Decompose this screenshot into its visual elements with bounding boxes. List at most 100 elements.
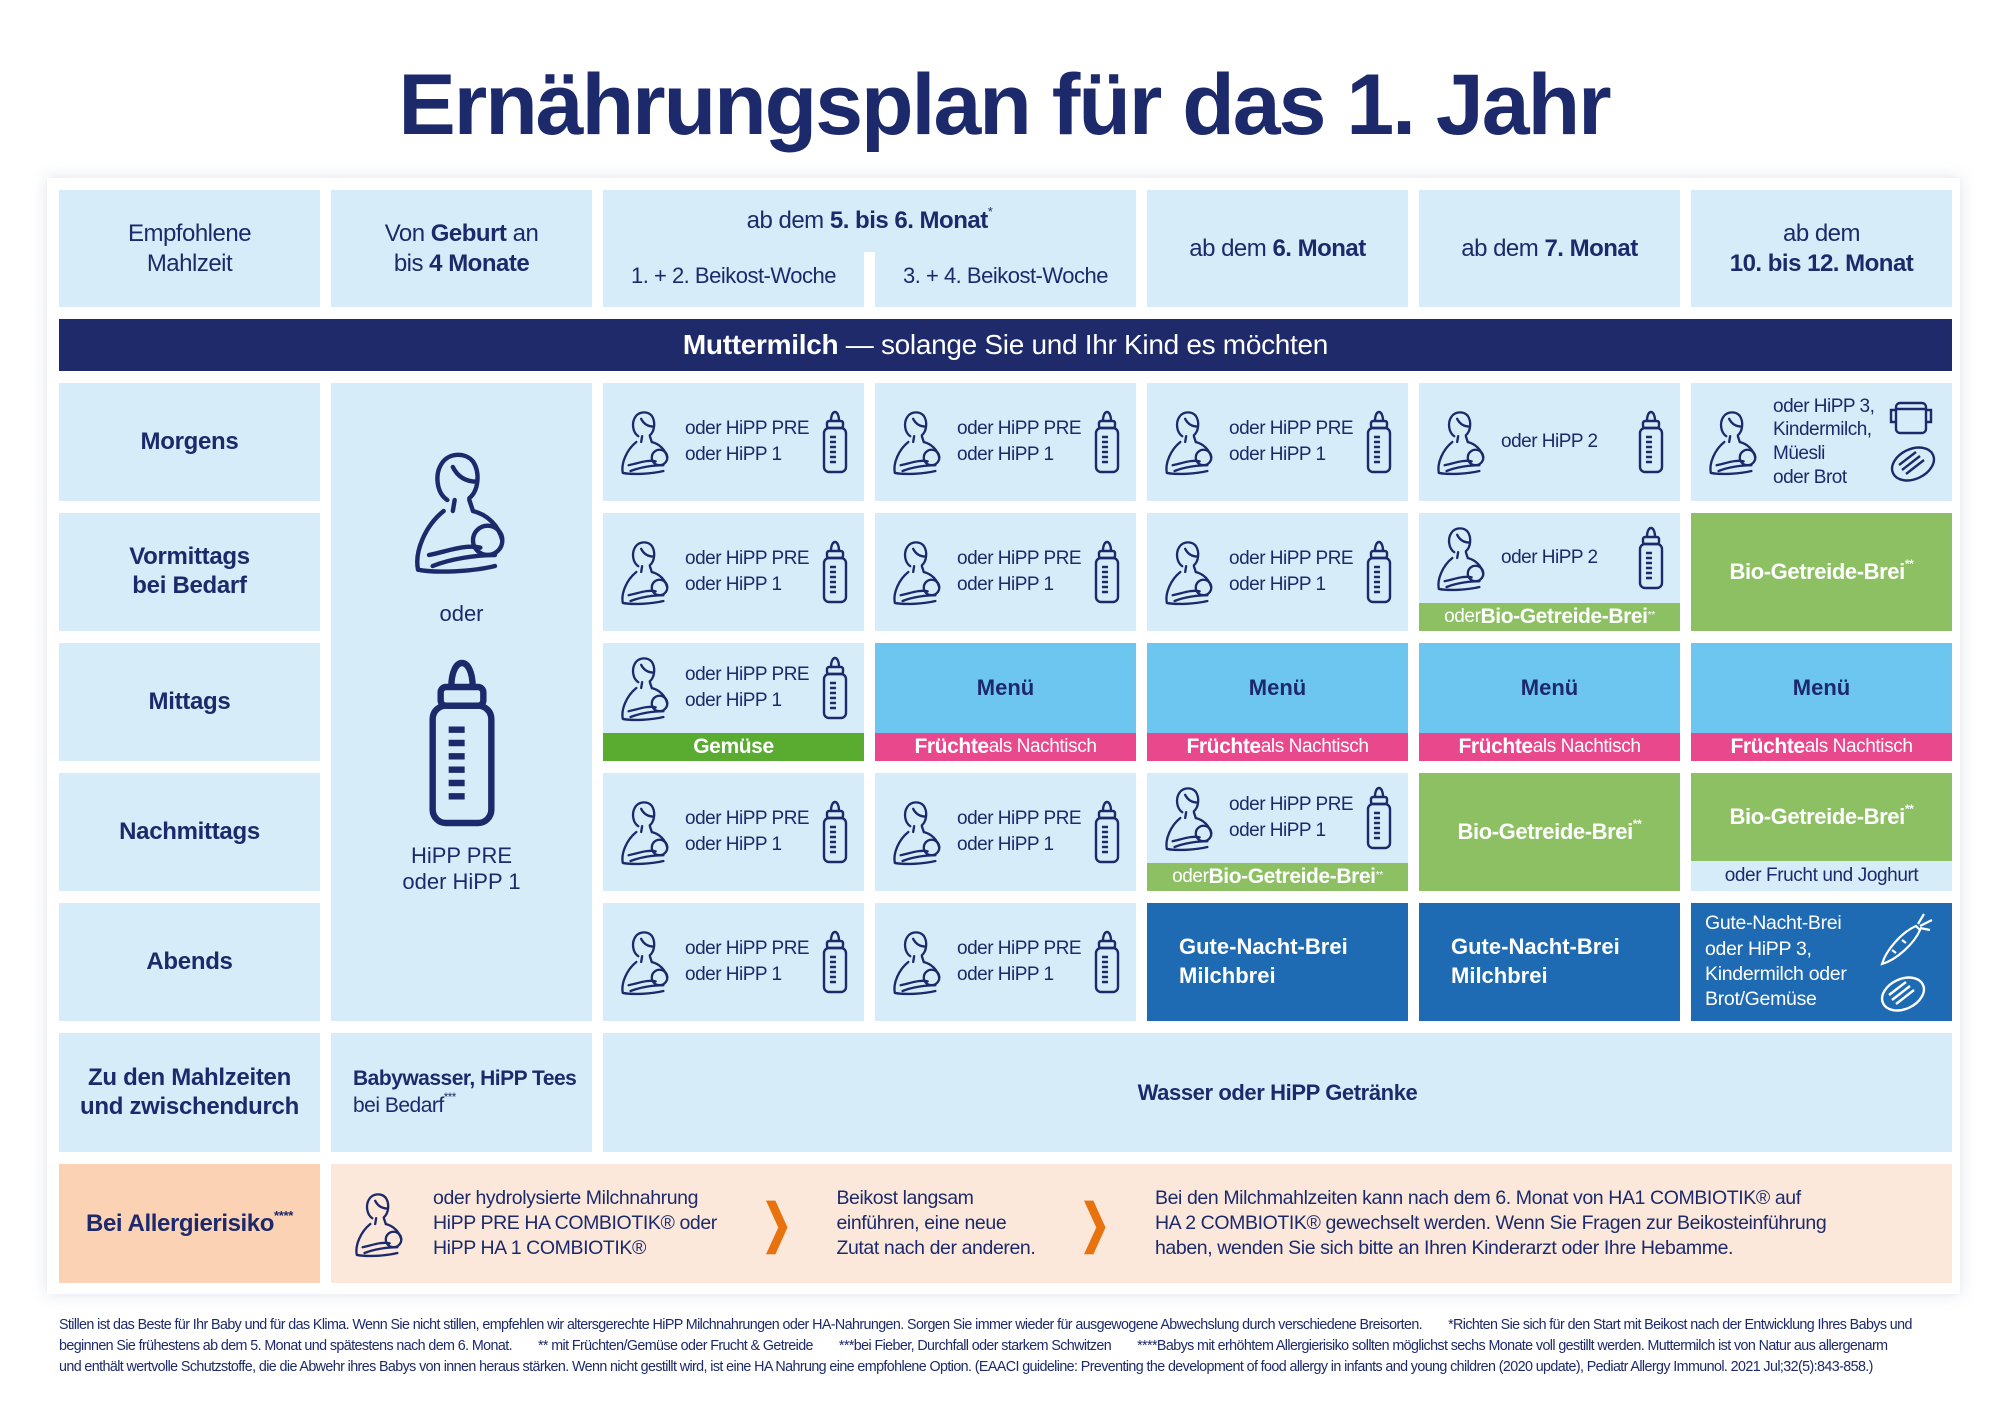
cell-morgens-m6: oder HiPP PRE oder HiPP 1 (1147, 383, 1408, 501)
cell-mittags-m10: Menü Früchte als Nachtisch (1691, 643, 1952, 761)
header-birth: Von Geburt an bis 4 Monate (331, 190, 592, 307)
baby-bottle-icon (820, 539, 850, 605)
cell-abends-m10: Gute-Nacht-Brei oder HiPP 3, Kindermilch… (1691, 903, 1952, 1021)
footnote-text: Stillen ist das Beste für Ihr Baby und f… (59, 1317, 1423, 1333)
mother-breastfeeding-icon (617, 653, 675, 723)
header-meal: Empfohlene Mahlzeit (59, 190, 320, 307)
bread-icon (1878, 974, 1938, 1014)
allergy-switch-text: Bei den Milchmahlzeiten kann nach dem 6.… (1154, 1187, 1827, 1259)
mother-breastfeeding-icon (1433, 407, 1491, 477)
mother-breastfeeding-icon (617, 797, 675, 867)
header-month-6: ab dem 6. Monat (1147, 190, 1408, 307)
cell-babywasser: Babywasser, HiPP Tees bei Bedarf*** (331, 1033, 592, 1152)
cell-morgens-w12: oder HiPP PRE oder HiPP 1 (603, 383, 864, 501)
mother-breastfeeding-icon (1161, 407, 1219, 477)
bread-icon (1888, 444, 1938, 484)
baby-bottle-icon (820, 409, 850, 475)
mother-breastfeeding-icon (1433, 523, 1491, 593)
cell-mittags-w12: oder HiPP PRE oder HiPP 1 Gemüse (603, 643, 864, 761)
carrot-icon (1878, 910, 1938, 968)
footnote-text: und enthält wertvolle Schutzstoffe, die … (59, 1359, 1873, 1375)
baby-bottle-icon (1092, 799, 1122, 865)
cell-wasser: Wasser oder HiPP Getränke (603, 1033, 1952, 1152)
chevron-right-icon: ❯ (761, 1194, 792, 1253)
cereal-strip: oder Bio-Getreide-Brei ** (1419, 603, 1680, 631)
baby-bottle-icon (1636, 525, 1666, 591)
footnote-text: ****Babys mit erhöhtem Allergierisiko so… (1137, 1338, 1888, 1354)
cell-morgens-m10: oder HiPP 3, Kindermilch, Müesli oder Br… (1691, 383, 1952, 501)
footnote-text: ***bei Fieber, Durchfall oder starkem Sc… (838, 1338, 1112, 1354)
birth-column: oder HiPP PRE oder HiPP 1 (331, 383, 592, 1021)
header-meal-label: Empfohlene Mahlzeit (127, 219, 252, 277)
footnote-text: ** mit Früchten/Gemüse oder Frucht & Get… (537, 1338, 814, 1354)
header-week-3-4: 3. + 4. Beikost-Woche (875, 252, 1136, 307)
fruit-dessert-strip: Früchte als Nachtisch (1419, 733, 1680, 761)
cell-abends-m7: Gute-Nacht-Brei Milchbrei (1419, 903, 1680, 1021)
mother-breastfeeding-icon (889, 537, 947, 607)
footnote-text: *Richten Sie sich für den Start mit Beik… (1448, 1317, 1912, 1333)
mother-breastfeeding-icon (351, 1189, 409, 1259)
cell-abends-w12: oder HiPP PRE oder HiPP 1 (603, 903, 864, 1021)
page-title: Ernährungsplan für das 1. Jahr (398, 57, 1611, 153)
birth-oder: oder (439, 601, 484, 626)
fruit-dessert-strip: Früchte als Nachtisch (1147, 733, 1408, 761)
cereal-strip: oder Bio-Getreide-Brei ** (1147, 863, 1408, 891)
header-birth-label: Von Geburt an bis 4 Monate (384, 219, 539, 277)
cell-vormittags-m10: Bio-Getreide-Brei** (1691, 513, 1952, 631)
cell-nachmittags-m6: oder HiPP PRE oder HiPP 1 oder Bio-Getre… (1147, 773, 1408, 891)
mother-breastfeeding-icon (617, 407, 675, 477)
fruit-yogurt-strip: oder Frucht und Joghurt (1691, 861, 1952, 891)
header-month-5-6-title: ab dem 5. bis 6. Monat* (603, 190, 1136, 252)
baby-bottle-icon (1636, 409, 1666, 475)
row-label-abends: Abends (59, 903, 320, 1021)
baby-bottle-icon (820, 929, 850, 995)
cell-vormittags-w12: oder HiPP PRE oder HiPP 1 (603, 513, 864, 631)
footnote-text: beginnen Sie frühestens ab dem 5. Monat … (59, 1338, 513, 1354)
cell-morgens-w34: oder HiPP PRE oder HiPP 1 (875, 383, 1136, 501)
row-label-zwischendurch: Zu den Mahlzeiten und zwischendurch (59, 1033, 320, 1152)
mother-breastfeeding-icon (407, 443, 517, 579)
cell-mittags-w34: Menü Früchte als Nachtisch (875, 643, 1136, 761)
footnotes: Stillen ist das Beste für Ihr Baby und f… (59, 1315, 1912, 1378)
mother-breastfeeding-icon (1161, 783, 1219, 853)
row-label-vormittags: Vormittags bei Bedarf (59, 513, 320, 631)
cell-abends-m6: Gute-Nacht-Brei Milchbrei (1147, 903, 1408, 1021)
mother-breastfeeding-icon (889, 797, 947, 867)
header-month-7: ab dem 7. Monat (1419, 190, 1680, 307)
mother-breastfeeding-icon (617, 927, 675, 997)
chevron-right-icon: ❯ (1079, 1194, 1111, 1253)
baby-bottle-icon (1092, 539, 1122, 605)
cell-mittags-m7: Menü Früchte als Nachtisch (1419, 643, 1680, 761)
baby-bottle-icon (820, 799, 850, 865)
row-label-allergierisiko: Bei Allergierisiko**** (59, 1164, 320, 1283)
fruit-dessert-strip: Früchte als Nachtisch (875, 733, 1136, 761)
cell-vormittags-w34: oder HiPP PRE oder HiPP 1 (875, 513, 1136, 631)
header-month-10-12: ab dem 10. bis 12. Monat (1691, 190, 1952, 307)
cup-icon (1888, 400, 1938, 436)
allergy-formula-text: oder hydrolysierte Milchnahrung HiPP PRE… (433, 1187, 717, 1259)
cell-nachmittags-m10: Bio-Getreide-Brei** oder Frucht und Joghu… (1691, 773, 1952, 891)
mother-breastfeeding-icon (617, 537, 675, 607)
fruit-dessert-strip: Früchte als Nachtisch (1691, 733, 1952, 761)
mother-breastfeeding-icon (1705, 407, 1763, 477)
baby-bottle-icon (422, 653, 502, 833)
baby-bottle-icon (1092, 929, 1122, 995)
row-label-nachmittags: Nachmittags (59, 773, 320, 891)
feeding-plan-table: Empfohlene Mahlzeit Von Geburt an bis 4 M… (59, 190, 1952, 1283)
cell-abends-w34: oder HiPP PRE oder HiPP 1 (875, 903, 1136, 1021)
header-month-5-6: ab dem 5. bis 6. Monat* 1. + 2. Beikost-… (603, 190, 1136, 307)
breastmilk-banner: Muttermilch — solange Sie und Ihr Kind e… (59, 319, 1952, 371)
baby-bottle-icon (1364, 785, 1394, 851)
cell-vormittags-m6: oder HiPP PRE oder HiPP 1 (1147, 513, 1408, 631)
mother-breastfeeding-icon (889, 407, 947, 477)
cell-nachmittags-w34: oder HiPP PRE oder HiPP 1 (875, 773, 1136, 891)
mother-breastfeeding-icon (1161, 537, 1219, 607)
baby-bottle-icon (820, 655, 850, 721)
allergy-info: oder hydrolysierte Milchnahrung HiPP PRE… (331, 1164, 1952, 1283)
baby-bottle-icon (1364, 539, 1394, 605)
row-label-mittags: Mittags (59, 643, 320, 761)
baby-bottle-icon (1092, 409, 1122, 475)
cell-mittags-m6: Menü Früchte als Nachtisch (1147, 643, 1408, 761)
cell-nachmittags-m7: Bio-Getreide-Brei** (1419, 773, 1680, 891)
mother-breastfeeding-icon (889, 927, 947, 997)
